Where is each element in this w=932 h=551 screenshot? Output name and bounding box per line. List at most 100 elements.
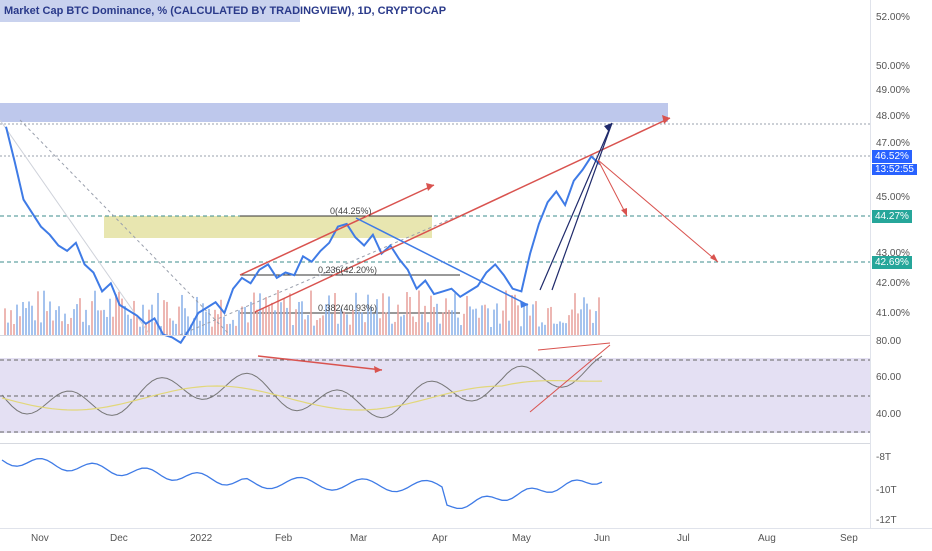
resistance-zone: [0, 103, 668, 122]
volume-bar: [562, 322, 564, 335]
volume-bar: [55, 310, 57, 335]
volume-bar: [232, 319, 234, 335]
volume-bar: [580, 309, 582, 335]
volume-bar: [409, 296, 411, 335]
volume-bar: [523, 303, 525, 335]
volume-bar: [385, 312, 387, 335]
time-label-feb: Feb: [275, 533, 293, 544]
volume-bar: [406, 292, 408, 335]
volume-bar: [283, 298, 285, 335]
volume-bar: [457, 317, 459, 335]
volume-bar: [115, 294, 117, 335]
volume-bar: [463, 313, 465, 335]
volume-bar: [388, 296, 390, 335]
rsi-tick-80: 80.00: [876, 336, 902, 347]
volume-bar: [103, 309, 105, 335]
volume-bar: [496, 303, 498, 335]
volume-bar: [52, 320, 54, 335]
volume-bar: [418, 290, 420, 335]
volume-bar: [172, 320, 174, 335]
volume-bar: [520, 326, 522, 335]
fib-label-0382: 0.382(40.93%): [318, 303, 378, 313]
tick-45: 45.00%: [876, 192, 910, 203]
volume-bar: [268, 306, 270, 335]
volume-bar: [370, 306, 372, 335]
volume-bar: [334, 293, 336, 335]
volume-bar: [556, 323, 558, 335]
volume-bar: [4, 308, 6, 335]
volume-bar: [550, 306, 552, 335]
symbol-header[interactable]: Market Cap BTC Dominance, % (CALCULATED …: [0, 0, 446, 22]
volume-bar: [286, 307, 288, 335]
time-label-jul: Jul: [677, 533, 690, 544]
countdown-badge: 13:52:55: [872, 164, 917, 175]
volume-bar: [532, 304, 534, 335]
volume-bar: [340, 308, 342, 335]
volume-bar: [595, 311, 597, 335]
volume-bar: [16, 304, 18, 335]
target-arrow-2: [597, 159, 719, 263]
volume-bar: [352, 309, 354, 335]
volume-bar: [40, 322, 42, 335]
volume-bar: [154, 322, 156, 335]
volume-bar: [469, 306, 471, 335]
volume-bar: [22, 302, 24, 335]
volume-bar: [589, 309, 591, 335]
support-zone: [104, 216, 432, 238]
volume-bar: [295, 309, 297, 335]
time-label-2022: 2022: [190, 533, 213, 544]
volume-bar: [61, 321, 63, 335]
volume-bar: [166, 301, 168, 335]
volume-bar: [31, 305, 33, 335]
wedge-arrow-head: [604, 123, 612, 132]
volume-bar: [511, 295, 513, 335]
fib-label-0236: 0.236(42.20%): [318, 265, 378, 275]
target-arrow-head-1: [621, 208, 627, 216]
volume-bar: [43, 290, 45, 335]
volume-bar: [373, 313, 375, 335]
volume-bar: [499, 323, 501, 335]
volume-bar: [433, 306, 435, 335]
pane-separator-2[interactable]: [0, 443, 870, 444]
time-label-may: May: [512, 533, 531, 544]
vol-tick-12t: -12T: [876, 515, 897, 526]
time-axis[interactable]: [0, 528, 932, 551]
volume-bar: [316, 320, 318, 335]
volume-bar: [79, 298, 81, 335]
volume-bar: [454, 293, 456, 335]
volume-bar: [508, 320, 510, 335]
volume-bar: [229, 323, 231, 335]
volume-bar: [58, 306, 60, 335]
pane-separator-1[interactable]: [0, 335, 870, 336]
uptrend-arrow-head: [662, 115, 670, 124]
volume-bar: [400, 316, 402, 335]
volume-bar: [202, 303, 204, 335]
volume-bar: [106, 316, 108, 335]
target-arrow-1: [597, 159, 628, 217]
vol-tick-10t: -10T: [876, 485, 897, 496]
volume-bar: [322, 315, 324, 335]
volume-bar: [88, 325, 90, 335]
volume-bars: [4, 290, 600, 335]
volume-bar: [490, 326, 492, 335]
volume-bar: [448, 309, 450, 335]
volume-bar: [313, 325, 315, 335]
rising-wedge-lower: [551, 122, 613, 291]
volume-bar: [358, 311, 360, 335]
volume-bar: [277, 290, 279, 335]
volume-bar: [559, 321, 561, 335]
tick-50: 50.00%: [876, 61, 910, 72]
volume-bar: [28, 301, 30, 335]
volume-bar: [136, 316, 138, 335]
volume-bar: [310, 290, 312, 335]
volume-bar: [337, 323, 339, 335]
level-42-badge: 42.69%: [872, 256, 912, 269]
volume-bar: [475, 308, 477, 335]
time-label-apr: Apr: [432, 533, 448, 544]
volume-bar: [19, 316, 21, 335]
volume-bar: [361, 312, 363, 335]
volume-bar: [391, 323, 393, 335]
volume-bar: [121, 298, 123, 335]
volume-bar: [502, 310, 504, 335]
